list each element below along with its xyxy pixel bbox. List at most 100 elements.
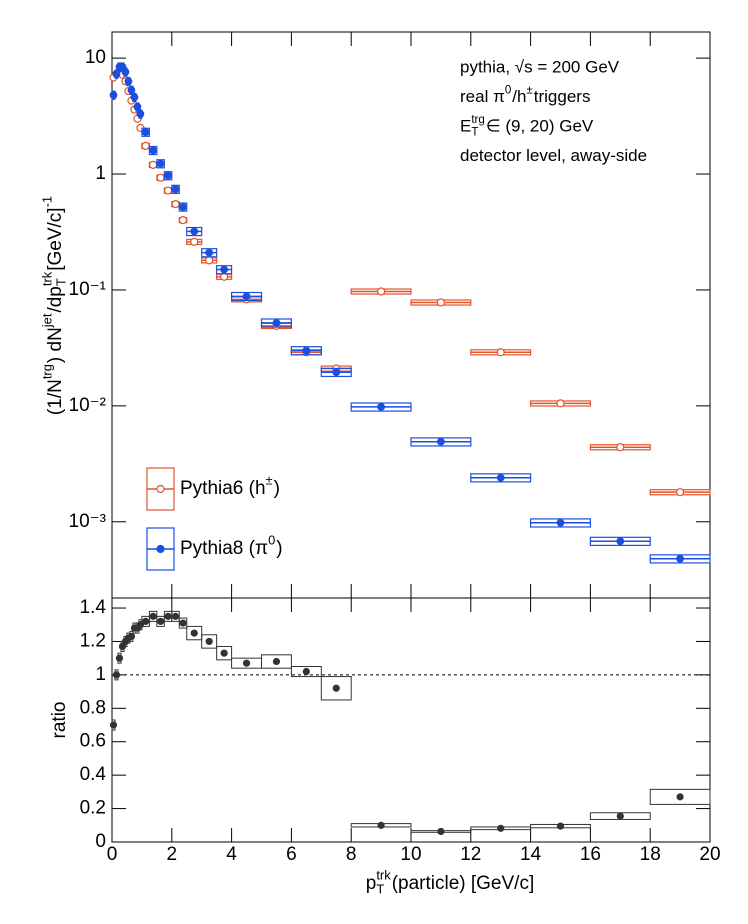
sys-box [320,676,352,701]
marker [272,657,281,666]
legend-label-text: Pythia6 (h [180,478,266,499]
marker [190,629,198,637]
x-tick-label: 16 [580,844,601,865]
marker [171,612,180,620]
y-axis-title-sup: jet [39,313,54,328]
annotation: detector level, away-side [460,146,647,165]
x-tick-label: 8 [346,844,357,865]
x-axis-title-text: p [366,873,377,894]
y-axis-title-text: (1/N [45,379,66,415]
y-tick-label: 1 [95,664,106,685]
marker [149,146,158,155]
marker [616,537,625,546]
y-axis-title: ratio [49,702,70,739]
sys-box [201,634,218,649]
annotation-text: real π [460,87,505,106]
annotation-sub: T [471,126,478,138]
marker [141,128,150,137]
marker [242,659,251,667]
marker [164,171,172,180]
marker [272,318,281,327]
y-tick-label: 1.4 [80,597,107,618]
marker [178,216,188,225]
sys-box [290,666,322,678]
y-tick-label: 0.4 [80,764,107,785]
annotation-text: E [460,116,471,135]
y-tick-label: 10⁻¹ [69,279,107,300]
marker [141,141,150,150]
marker [130,93,139,102]
annotation-text: /h [512,87,526,106]
legend-label-text: Pythia8 (π [180,538,268,559]
y-axis-title-sub: T [53,278,68,286]
marker [133,102,142,111]
y-tick-label: 0 [95,831,106,852]
marker [171,185,180,194]
marker [127,632,136,641]
marker [496,348,505,357]
annotation-sup: trg [471,114,484,126]
y-tick-label: 0.6 [80,731,106,752]
marker [377,402,386,411]
x-tick-label: 2 [167,844,178,865]
marker [115,654,124,662]
marker [377,287,386,296]
marker [332,684,340,692]
annotation-text: triggers [534,87,591,106]
x-tick-label: 18 [640,844,661,865]
marker [164,612,172,620]
sys-box [186,625,203,641]
marker [496,473,505,482]
marker [302,346,311,355]
marker [179,619,187,627]
legend-label: Pythia8 (π 0) [180,532,283,559]
marker [205,637,213,646]
y-axis-title-text: ) dN [45,327,66,363]
marker [156,159,165,168]
marker [171,200,180,209]
y-tick-label: 1 [95,163,106,184]
sys-box [649,788,711,805]
x-tick-label: 6 [286,844,297,865]
marker [142,617,150,625]
marker [437,437,445,446]
marker [616,812,624,820]
x-tick-label: 0 [107,844,118,865]
legend-marker [156,544,165,554]
annotation-text: ∈ (9, 20) GeV [486,116,594,135]
marker [109,91,118,99]
marker [190,227,199,236]
sys-box [261,654,292,669]
annotation-text: pythia, √s = 200 GeV [460,57,620,76]
marker [179,203,187,211]
marker [676,554,684,563]
y-tick-label: 10 [85,47,106,68]
marker [220,265,229,274]
y-axis-title-text: [GeV/c] [45,207,66,270]
marker [220,649,228,657]
annotation-sup: 0 [505,84,511,96]
y-tick-label: 0.2 [80,798,106,819]
annotation-text: detector level, away-side [460,146,647,165]
legend-marker [156,484,165,494]
annotation: pythia, √s = 200 GeV [460,57,620,76]
marker [149,160,158,169]
marker [242,292,251,301]
marker [124,77,133,86]
marker [675,488,685,497]
x-tick-label: 4 [226,844,237,865]
marker [556,822,565,830]
marker [676,793,684,801]
x-tick-label: 20 [699,844,720,865]
sys-box [171,610,180,622]
legend-label-text: ) [274,478,280,499]
marker [377,821,385,829]
x-axis-title-text: (particle) [GeV/c] [392,873,535,894]
marker [302,667,310,676]
marker [205,248,214,257]
sys-box [178,617,188,629]
